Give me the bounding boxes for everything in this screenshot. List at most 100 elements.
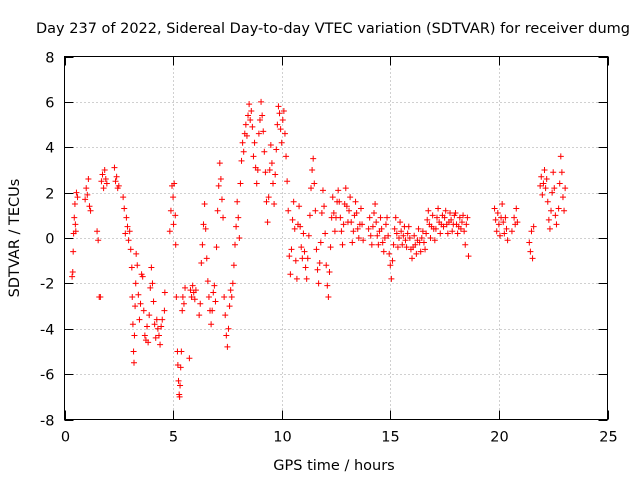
- data-point: [149, 280, 156, 287]
- data-point: [235, 214, 242, 221]
- data-point: [456, 214, 463, 221]
- data-point: [499, 200, 506, 207]
- data-point: [301, 248, 308, 255]
- data-point: [271, 200, 278, 207]
- data-point: [133, 250, 140, 257]
- data-point: [388, 275, 395, 282]
- data-point: [494, 210, 501, 217]
- data-point: [277, 126, 284, 133]
- data-point: [262, 169, 269, 176]
- data-point: [343, 203, 350, 210]
- data-point: [389, 257, 396, 264]
- data-point: [210, 289, 217, 296]
- data-point: [365, 225, 372, 232]
- data-point: [550, 169, 557, 176]
- data-point: [71, 214, 78, 221]
- data-point: [336, 198, 343, 205]
- data-point: [310, 155, 317, 162]
- data-point: [214, 207, 221, 214]
- data-point: [260, 128, 267, 135]
- data-point: [331, 228, 338, 235]
- data-point: [153, 316, 160, 323]
- data-point: [514, 219, 521, 226]
- data-point: [412, 241, 419, 248]
- data-point: [541, 166, 548, 173]
- data-point: [136, 316, 143, 323]
- data-point: [304, 255, 311, 262]
- data-point: [71, 200, 78, 207]
- data-point: [544, 198, 551, 205]
- data-point: [357, 205, 364, 212]
- data-point: [384, 214, 391, 221]
- data-point: [369, 223, 376, 230]
- data-point: [492, 216, 499, 223]
- data-point: [134, 262, 141, 269]
- data-point: [166, 228, 173, 235]
- data-point: [290, 198, 297, 205]
- data-point: [137, 300, 144, 307]
- data-point: [458, 219, 465, 226]
- data-point: [327, 244, 334, 251]
- data-point: [452, 210, 459, 217]
- data-point: [298, 244, 305, 251]
- data-point: [159, 316, 166, 323]
- data-point: [145, 339, 152, 346]
- data-point: [302, 264, 309, 271]
- data-point: [493, 228, 500, 235]
- chart-title: Day 237 of 2022, Sidereal Day-to-day VTE…: [36, 21, 630, 37]
- data-point: [424, 216, 431, 223]
- data-point: [391, 225, 398, 232]
- data-point: [420, 239, 427, 246]
- data-point: [529, 255, 536, 262]
- plot-frame: [64, 56, 608, 420]
- data-point: [279, 117, 286, 124]
- data-point: [460, 212, 467, 219]
- data-point: [511, 214, 518, 221]
- data-point: [528, 228, 535, 235]
- data-point: [392, 214, 399, 221]
- data-point: [305, 232, 312, 239]
- y-tick-label: -8: [40, 414, 54, 430]
- data-point: [372, 200, 379, 207]
- data-point: [97, 293, 104, 300]
- data-point: [463, 221, 470, 228]
- data-point: [221, 293, 228, 300]
- data-point: [315, 280, 322, 287]
- data-point: [197, 300, 204, 307]
- data-point: [250, 153, 257, 160]
- data-point: [227, 287, 234, 294]
- data-point: [259, 112, 266, 119]
- data-point: [111, 164, 118, 171]
- data-point: [187, 287, 194, 294]
- data-point: [264, 219, 271, 226]
- data-point: [461, 228, 468, 235]
- data-point: [103, 180, 110, 187]
- data-point: [403, 244, 410, 251]
- data-point: [148, 264, 155, 271]
- y-tick-label: 2: [45, 187, 54, 203]
- data-point: [313, 246, 320, 253]
- data-point: [115, 182, 122, 189]
- data-point: [561, 207, 568, 214]
- data-point: [69, 273, 76, 280]
- data-point: [352, 198, 359, 205]
- data-point: [151, 321, 158, 328]
- data-point: [293, 275, 300, 282]
- data-point: [216, 160, 223, 167]
- data-point: [299, 255, 306, 262]
- data-point: [69, 269, 76, 276]
- data-point: [395, 235, 402, 241]
- data-point: [202, 225, 209, 232]
- data-point: [321, 203, 328, 210]
- data-point: [240, 148, 247, 155]
- data-point: [448, 216, 455, 223]
- data-point: [449, 228, 456, 235]
- data-point: [404, 230, 411, 237]
- data-point: [173, 293, 180, 300]
- data-point: [124, 223, 131, 230]
- data-point: [367, 232, 374, 239]
- data-point: [378, 225, 385, 232]
- data-point: [419, 228, 426, 235]
- data-point: [177, 364, 184, 371]
- data-point: [239, 139, 246, 146]
